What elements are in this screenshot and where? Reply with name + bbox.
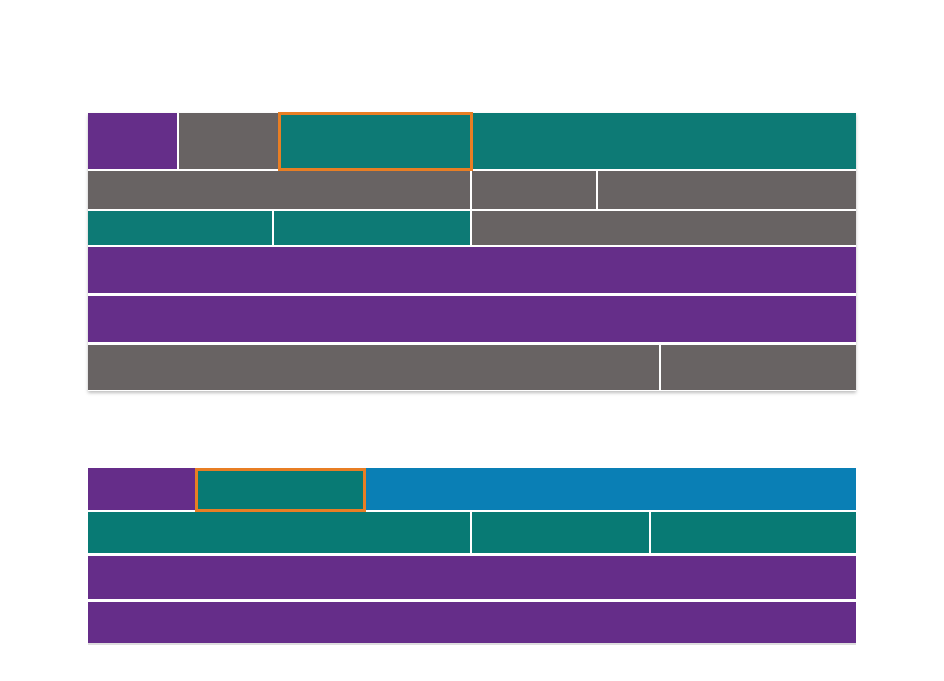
block: [280, 113, 470, 169]
block: [88, 171, 470, 209]
block: [472, 512, 649, 553]
block: [472, 171, 596, 209]
block: [661, 345, 856, 390]
selection-outline: [195, 468, 366, 512]
block: [88, 113, 177, 169]
panel-edge: [88, 643, 856, 645]
block: [88, 296, 856, 342]
block: [365, 468, 856, 510]
block: [88, 211, 272, 245]
block: [88, 512, 470, 553]
block: [197, 468, 363, 510]
block: [472, 113, 856, 169]
block: [88, 602, 856, 643]
block: [598, 171, 856, 209]
bottom-layout: [88, 468, 856, 645]
block: [472, 211, 856, 245]
block: [651, 512, 856, 553]
block: [179, 113, 278, 169]
block: [88, 556, 856, 599]
block: [88, 345, 659, 390]
block: [274, 211, 470, 245]
block: [88, 247, 856, 293]
block: [88, 468, 195, 510]
selection-outline: [278, 112, 473, 171]
